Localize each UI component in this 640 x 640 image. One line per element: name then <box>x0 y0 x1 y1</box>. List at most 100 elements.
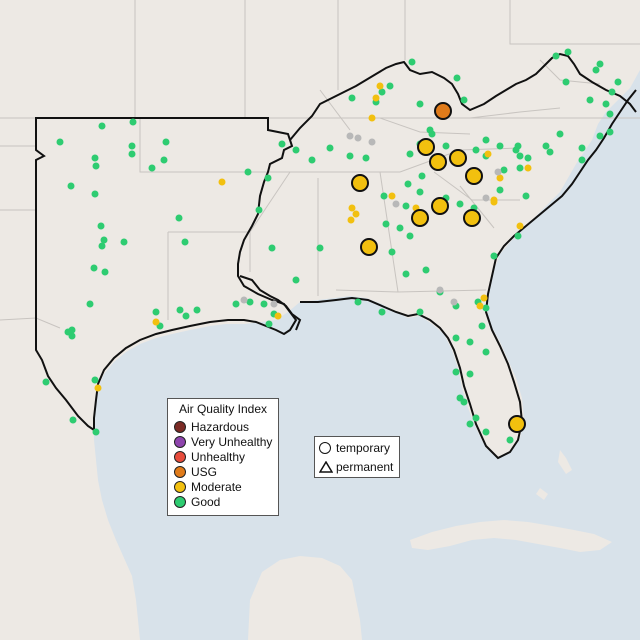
monitor-site-good[interactable] <box>181 238 189 246</box>
monitor-site-good[interactable] <box>86 300 94 308</box>
monitor-site-good[interactable] <box>354 298 362 306</box>
monitor-site-good[interactable] <box>162 138 170 146</box>
monitor-site-moderate[interactable] <box>524 164 532 172</box>
monitor-site-good[interactable] <box>176 306 184 314</box>
monitor-site-good[interactable] <box>586 96 594 104</box>
monitor-site-good[interactable] <box>264 174 272 182</box>
monitor-site-good[interactable] <box>160 156 168 164</box>
monitor-site-good[interactable] <box>546 148 554 156</box>
monitor-site-good[interactable] <box>478 322 486 330</box>
monitor-site-good[interactable] <box>512 146 520 154</box>
monitor-site-good[interactable] <box>120 238 128 246</box>
monitor-site-good[interactable] <box>346 152 354 160</box>
monitor-site-good[interactable] <box>456 394 464 402</box>
temporary-site-moderate[interactable] <box>351 174 369 192</box>
monitor-site-moderate[interactable] <box>388 192 396 200</box>
monitor-site-good[interactable] <box>362 154 370 162</box>
monitor-site-good[interactable] <box>578 144 586 152</box>
temporary-site-moderate[interactable] <box>449 149 467 167</box>
monitor-site-good[interactable] <box>406 150 414 158</box>
monitor-site-good[interactable] <box>100 236 108 244</box>
temporary-site-moderate[interactable] <box>508 415 526 433</box>
monitor-site-good[interactable] <box>466 420 474 428</box>
monitor-site-good[interactable] <box>386 82 394 90</box>
monitor-site-no-data[interactable] <box>494 168 502 176</box>
monitor-site-no-data[interactable] <box>354 134 362 142</box>
monitor-site-moderate[interactable] <box>476 302 484 310</box>
monitor-site-good[interactable] <box>380 192 388 200</box>
monitor-site-good[interactable] <box>482 304 490 312</box>
monitor-site-good[interactable] <box>564 48 572 56</box>
monitor-site-moderate[interactable] <box>352 210 360 218</box>
monitor-site-good[interactable] <box>152 308 160 316</box>
monitor-site-good[interactable] <box>292 276 300 284</box>
monitor-site-good[interactable] <box>265 320 273 328</box>
monitor-site-moderate[interactable] <box>94 384 102 392</box>
monitor-site-good[interactable] <box>496 142 504 150</box>
monitor-site-good[interactable] <box>97 222 105 230</box>
monitor-site-good[interactable] <box>92 162 100 170</box>
monitor-site-good[interactable] <box>42 378 50 386</box>
monitor-site-moderate[interactable] <box>218 178 226 186</box>
monitor-site-good[interactable] <box>378 308 386 316</box>
monitor-site-moderate[interactable] <box>368 114 376 122</box>
temporary-site-moderate[interactable] <box>431 197 449 215</box>
monitor-site-good[interactable] <box>606 128 614 136</box>
monitor-site-good[interactable] <box>606 110 614 118</box>
monitor-site-no-data[interactable] <box>392 200 400 208</box>
monitor-site-good[interactable] <box>404 180 412 188</box>
monitor-site-good[interactable] <box>69 416 77 424</box>
monitor-site-good[interactable] <box>292 146 300 154</box>
monitor-site-good[interactable] <box>260 300 268 308</box>
monitor-site-good[interactable] <box>442 142 450 150</box>
monitor-site-good[interactable] <box>98 242 106 250</box>
monitor-site-good[interactable] <box>516 164 524 172</box>
monitor-site-good[interactable] <box>68 332 76 340</box>
monitor-site-moderate[interactable] <box>348 204 356 212</box>
monitor-site-good[interactable] <box>128 142 136 150</box>
monitor-site-good[interactable] <box>56 138 64 146</box>
monitor-site-good[interactable] <box>460 96 468 104</box>
monitor-site-good[interactable] <box>101 268 109 276</box>
monitor-site-no-data[interactable] <box>240 296 248 304</box>
monitor-site-good[interactable] <box>592 66 600 74</box>
monitor-site-moderate[interactable] <box>372 94 380 102</box>
monitor-site-good[interactable] <box>388 248 396 256</box>
monitor-site-good[interactable] <box>556 130 564 138</box>
monitor-site-good[interactable] <box>98 122 106 130</box>
monitor-site-good[interactable] <box>416 308 424 316</box>
monitor-site-good[interactable] <box>91 376 99 384</box>
monitor-site-good[interactable] <box>524 154 532 162</box>
monitor-site-good[interactable] <box>522 192 530 200</box>
monitor-site-good[interactable] <box>90 264 98 272</box>
monitor-site-good[interactable] <box>456 200 464 208</box>
monitor-site-moderate[interactable] <box>376 82 384 90</box>
monitor-site-good[interactable] <box>418 172 426 180</box>
monitor-site-good[interactable] <box>552 52 560 60</box>
monitor-site-good[interactable] <box>182 312 190 320</box>
monitor-site-good[interactable] <box>244 168 252 176</box>
monitor-site-good[interactable] <box>246 298 254 306</box>
monitor-site-moderate[interactable] <box>480 294 488 302</box>
temporary-site-usg[interactable] <box>434 102 452 120</box>
monitor-site-good[interactable] <box>308 156 316 164</box>
monitor-site-good[interactable] <box>148 164 156 172</box>
temporary-site-moderate[interactable] <box>429 153 447 171</box>
monitor-site-good[interactable] <box>402 270 410 278</box>
monitor-site-good[interactable] <box>416 188 424 196</box>
monitor-site-good[interactable] <box>608 88 616 96</box>
monitor-site-good[interactable] <box>232 300 240 308</box>
monitor-site-good[interactable] <box>516 152 524 160</box>
monitor-site-good[interactable] <box>67 182 75 190</box>
monitor-site-good[interactable] <box>482 348 490 356</box>
monitor-site-good[interactable] <box>268 244 276 252</box>
monitor-site-good[interactable] <box>453 74 461 82</box>
monitor-site-no-data[interactable] <box>450 298 458 306</box>
temporary-site-moderate[interactable] <box>465 167 483 185</box>
monitor-site-good[interactable] <box>490 252 498 260</box>
monitor-site-good[interactable] <box>602 100 610 108</box>
monitor-site-good[interactable] <box>316 244 324 252</box>
temporary-site-moderate[interactable] <box>411 209 429 227</box>
monitor-site-good[interactable] <box>326 144 334 152</box>
monitor-site-good[interactable] <box>514 232 522 240</box>
